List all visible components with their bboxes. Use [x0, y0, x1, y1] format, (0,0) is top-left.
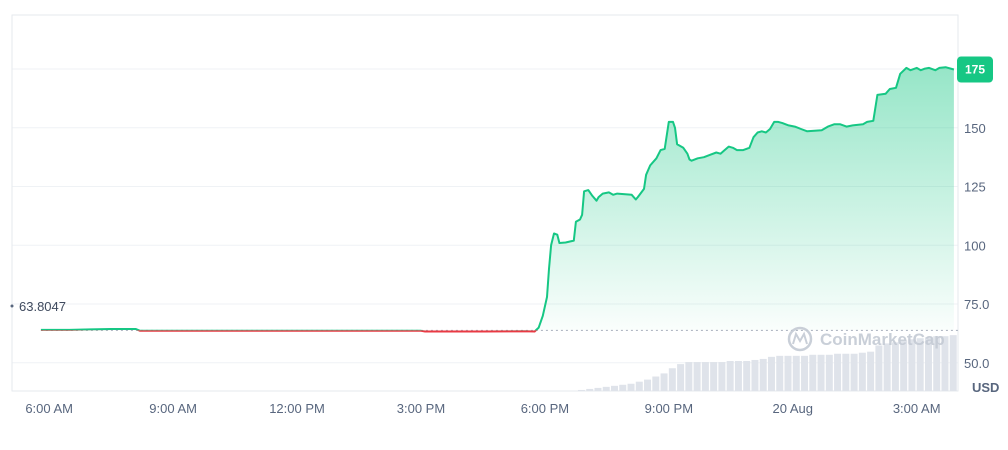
x-tick-label: 9:00 PM: [645, 401, 693, 416]
price-line-above-reference: [40, 66, 955, 331]
volume-bar: [784, 355, 792, 391]
volume-bar: [924, 337, 932, 391]
x-tick-label: 6:00 AM: [25, 401, 73, 416]
last-price-text: 175: [965, 63, 985, 77]
volume-bar: [726, 361, 734, 391]
y-tick-label: 75.0: [964, 297, 989, 312]
volume-bar: [933, 336, 941, 391]
y-axis: 50.0 75.0 100 125 150: [964, 121, 989, 371]
watermark: CoinMarketCap: [787, 326, 945, 352]
x-axis: 6:00 AM 9:00 AM 12:00 PM 3:00 PM 6:00 PM 9:00…: [25, 401, 940, 416]
watermark-text: CoinMarketCap: [820, 330, 945, 349]
volume-bar: [627, 383, 635, 391]
volume-bar: [710, 362, 718, 391]
volume-bar: [792, 355, 800, 391]
volume-bar: [751, 359, 759, 391]
volume-bar: [867, 351, 875, 391]
volume-bar: [850, 353, 858, 391]
volume-bar: [825, 354, 833, 391]
volume-bar: [941, 336, 949, 391]
coinmarketcap-logo-icon: [787, 326, 813, 352]
volume-bar: [718, 362, 726, 391]
last-price-badge: 175: [957, 56, 993, 83]
volume-bar: [743, 361, 751, 391]
volume-bar: [834, 353, 842, 391]
volume-bar: [842, 353, 850, 391]
volume-bar: [577, 389, 585, 391]
volume-bar: [685, 362, 693, 391]
volume-bar: [759, 358, 767, 391]
volume-bar: [900, 340, 908, 391]
plot-area: [11, 14, 959, 392]
y-tick-label: 50.0: [964, 356, 989, 371]
price-area-fill: [40, 67, 954, 331]
volume-bar: [619, 384, 627, 391]
volume-bar: [693, 362, 701, 391]
volume-bar: [875, 345, 883, 391]
volume-bar: [767, 356, 775, 391]
volume-bar: [817, 354, 825, 391]
x-tick-label: 9:00 AM: [149, 401, 197, 416]
volume-bar: [594, 387, 602, 391]
reference-price-text: 63.8047: [19, 299, 66, 314]
volume-bar: [668, 368, 676, 391]
volume-bar: [858, 352, 866, 391]
volume-bar: [677, 364, 685, 391]
volume-bar: [949, 335, 957, 391]
volume-bar: [916, 338, 924, 391]
volume-bars: [577, 335, 957, 391]
volume-bar: [660, 373, 668, 391]
volume-bar: [801, 355, 809, 391]
volume-bar: [734, 361, 742, 391]
volume-bar: [586, 388, 594, 391]
x-tick-label: 3:00 AM: [893, 401, 941, 416]
volume-bar: [602, 386, 610, 391]
x-tick-label: 3:00 PM: [397, 401, 445, 416]
volume-bar: [652, 376, 660, 391]
y-tick-label: 100: [964, 238, 986, 253]
reference-dot-icon: [10, 304, 14, 308]
y-tick-label: 150: [964, 121, 986, 136]
volume-bar: [610, 385, 618, 391]
volume-bar: [635, 381, 643, 391]
x-tick-label: 12:00 PM: [269, 401, 325, 416]
reference-price-label: 63.8047: [10, 299, 66, 314]
x-tick-label: 20 Aug: [773, 401, 814, 416]
y-tick-label: 125: [964, 180, 986, 195]
volume-bar: [644, 379, 652, 391]
volume-bar: [891, 342, 899, 391]
gridlines: [12, 68, 958, 364]
x-tick-label: 6:00 PM: [521, 401, 569, 416]
volume-bar: [776, 355, 784, 391]
currency-label: USD: [972, 380, 999, 395]
volume-bar: [908, 339, 916, 391]
volume-bar: [883, 343, 891, 391]
volume-bar: [809, 354, 817, 391]
volume-bar: [701, 362, 709, 391]
